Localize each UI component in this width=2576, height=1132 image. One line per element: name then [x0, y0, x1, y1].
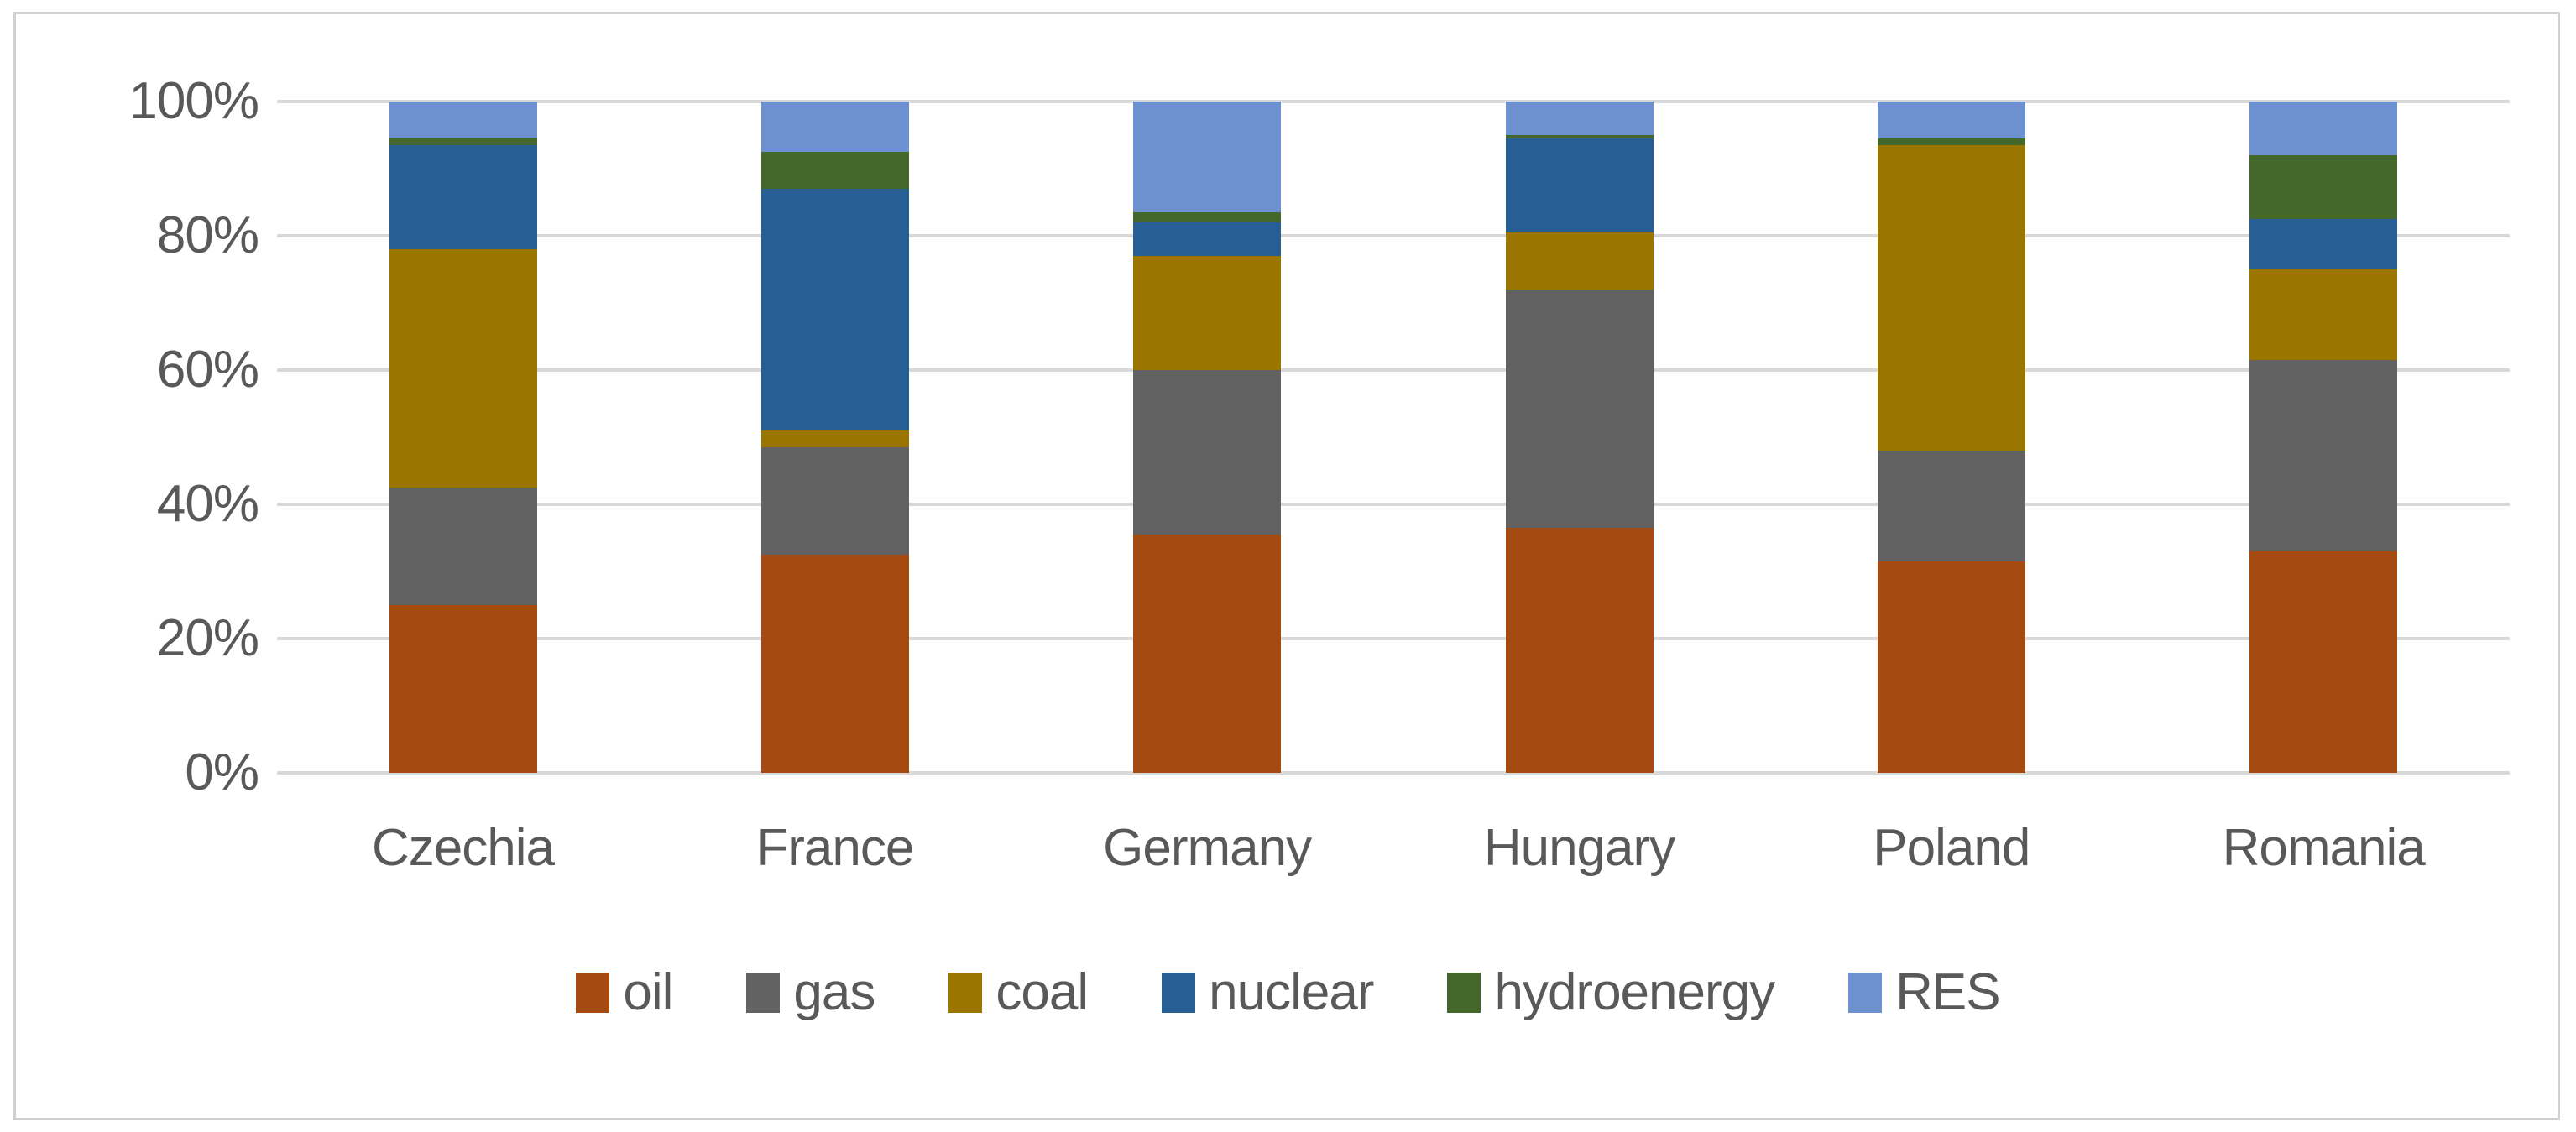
y-tick-label-20: 20%	[156, 609, 259, 667]
legend-label-res: RES	[1895, 963, 2000, 1021]
legend-swatch-hydroenergy	[1447, 973, 1481, 1013]
x-axis-label-germany: Germany	[1103, 819, 1312, 877]
bar-poland	[1878, 102, 2025, 773]
bar-segment-hungary-coal	[1505, 232, 1654, 290]
legend-label-nuclear: nuclear	[1209, 963, 1374, 1021]
bar-segment-czechia-hydroenergy	[389, 138, 537, 145]
x-axis-label-france: France	[756, 819, 914, 877]
legend-label-coal: coal	[995, 963, 1089, 1021]
legend-swatch-coal	[948, 973, 983, 1013]
legend: oil gas coal nuclear hydroenergy RES	[0, 967, 2576, 1019]
bar-segment-romania-nuclear	[2249, 219, 2398, 269]
y-tick-label-100: 100%	[128, 72, 259, 130]
legend-item-nuclear: nuclear	[1162, 963, 1374, 1021]
bar-segment-hungary-oil	[1505, 528, 1654, 773]
bar-segment-poland-gas	[1878, 451, 2025, 561]
gridline-20	[277, 637, 2510, 640]
bar-segment-france-coal	[761, 430, 909, 447]
y-tick-label-40: 40%	[156, 475, 259, 533]
bar-segment-poland-res	[1878, 102, 2025, 138]
bar-romania	[2249, 102, 2398, 773]
y-tick-label-60: 60%	[156, 341, 259, 399]
legend-item-oil: oil	[576, 963, 673, 1021]
bar-segment-hungary-gas	[1505, 290, 1654, 528]
legend-item-res: RES	[1848, 963, 2001, 1021]
bar-segment-czechia-gas	[389, 488, 537, 605]
plot-area	[277, 100, 2510, 775]
bar-segment-romania-res	[2249, 102, 2398, 155]
bar-segment-czechia-coal	[389, 249, 537, 488]
bar-segment-hungary-res	[1505, 102, 1654, 135]
bar-segment-romania-gas	[2249, 360, 2398, 551]
legend-item-gas: gas	[746, 967, 875, 1019]
bar-segment-france-hydroenergy	[761, 152, 909, 189]
bar-segment-france-nuclear	[761, 189, 909, 430]
bar-segment-germany-res	[1133, 102, 1282, 212]
bar-france	[761, 102, 909, 773]
gridline-80	[277, 234, 2510, 237]
x-axis-label-poland: Poland	[1873, 819, 2030, 877]
bar-segment-germany-hydroenergy	[1133, 212, 1282, 222]
gridline-0	[277, 771, 2510, 775]
legend-swatch-res	[1848, 973, 1883, 1013]
bar-segment-hungary-hydroenergy	[1505, 135, 1654, 138]
bar-segment-germany-coal	[1133, 256, 1282, 370]
legend-label-oil: oil	[623, 963, 673, 1021]
legend-swatch-nuclear	[1162, 973, 1196, 1013]
bar-segment-czechia-res	[389, 102, 537, 138]
bar-segment-czechia-oil	[389, 605, 537, 773]
legend-item-hydroenergy: hydroenergy	[1447, 963, 1775, 1021]
bar-segment-germany-gas	[1133, 370, 1282, 535]
legend-label-hydroenergy: hydroenergy	[1494, 963, 1775, 1021]
bar-segment-poland-oil	[1878, 561, 2025, 773]
legend-item-coal: coal	[948, 963, 1089, 1021]
bar-segment-germany-oil	[1133, 535, 1282, 773]
bar-segment-france-res	[761, 102, 909, 152]
y-tick-label-0: 0%	[185, 743, 259, 801]
legend-swatch-oil	[576, 973, 610, 1013]
gridline-60	[277, 368, 2510, 372]
bar-segment-france-gas	[761, 447, 909, 555]
bar-czechia	[389, 102, 537, 773]
bar-segment-romania-coal	[2249, 269, 2398, 360]
bar-segment-hungary-nuclear	[1505, 138, 1654, 232]
legend-label-gas: gas	[793, 963, 875, 1021]
bar-segment-romania-oil	[2249, 551, 2398, 773]
gridline-40	[277, 503, 2510, 506]
bar-segment-poland-coal	[1878, 145, 2025, 451]
bar-segment-germany-nuclear	[1133, 222, 1282, 256]
bar-segment-czechia-nuclear	[389, 145, 537, 249]
x-axis-label-hungary: Hungary	[1483, 819, 1675, 877]
bar-segment-romania-hydroenergy	[2249, 155, 2398, 219]
x-axis-label-romania: Romania	[2222, 819, 2426, 877]
bar-segment-poland-hydroenergy	[1878, 138, 2025, 145]
legend-swatch-gas	[746, 973, 781, 1013]
y-tick-label-80: 80%	[156, 206, 259, 264]
bar-germany	[1133, 102, 1282, 773]
gridline-100	[277, 100, 2510, 103]
bar-hungary	[1505, 102, 1654, 773]
bar-segment-france-oil	[761, 555, 909, 773]
x-axis-label-czechia: Czechia	[372, 819, 555, 877]
